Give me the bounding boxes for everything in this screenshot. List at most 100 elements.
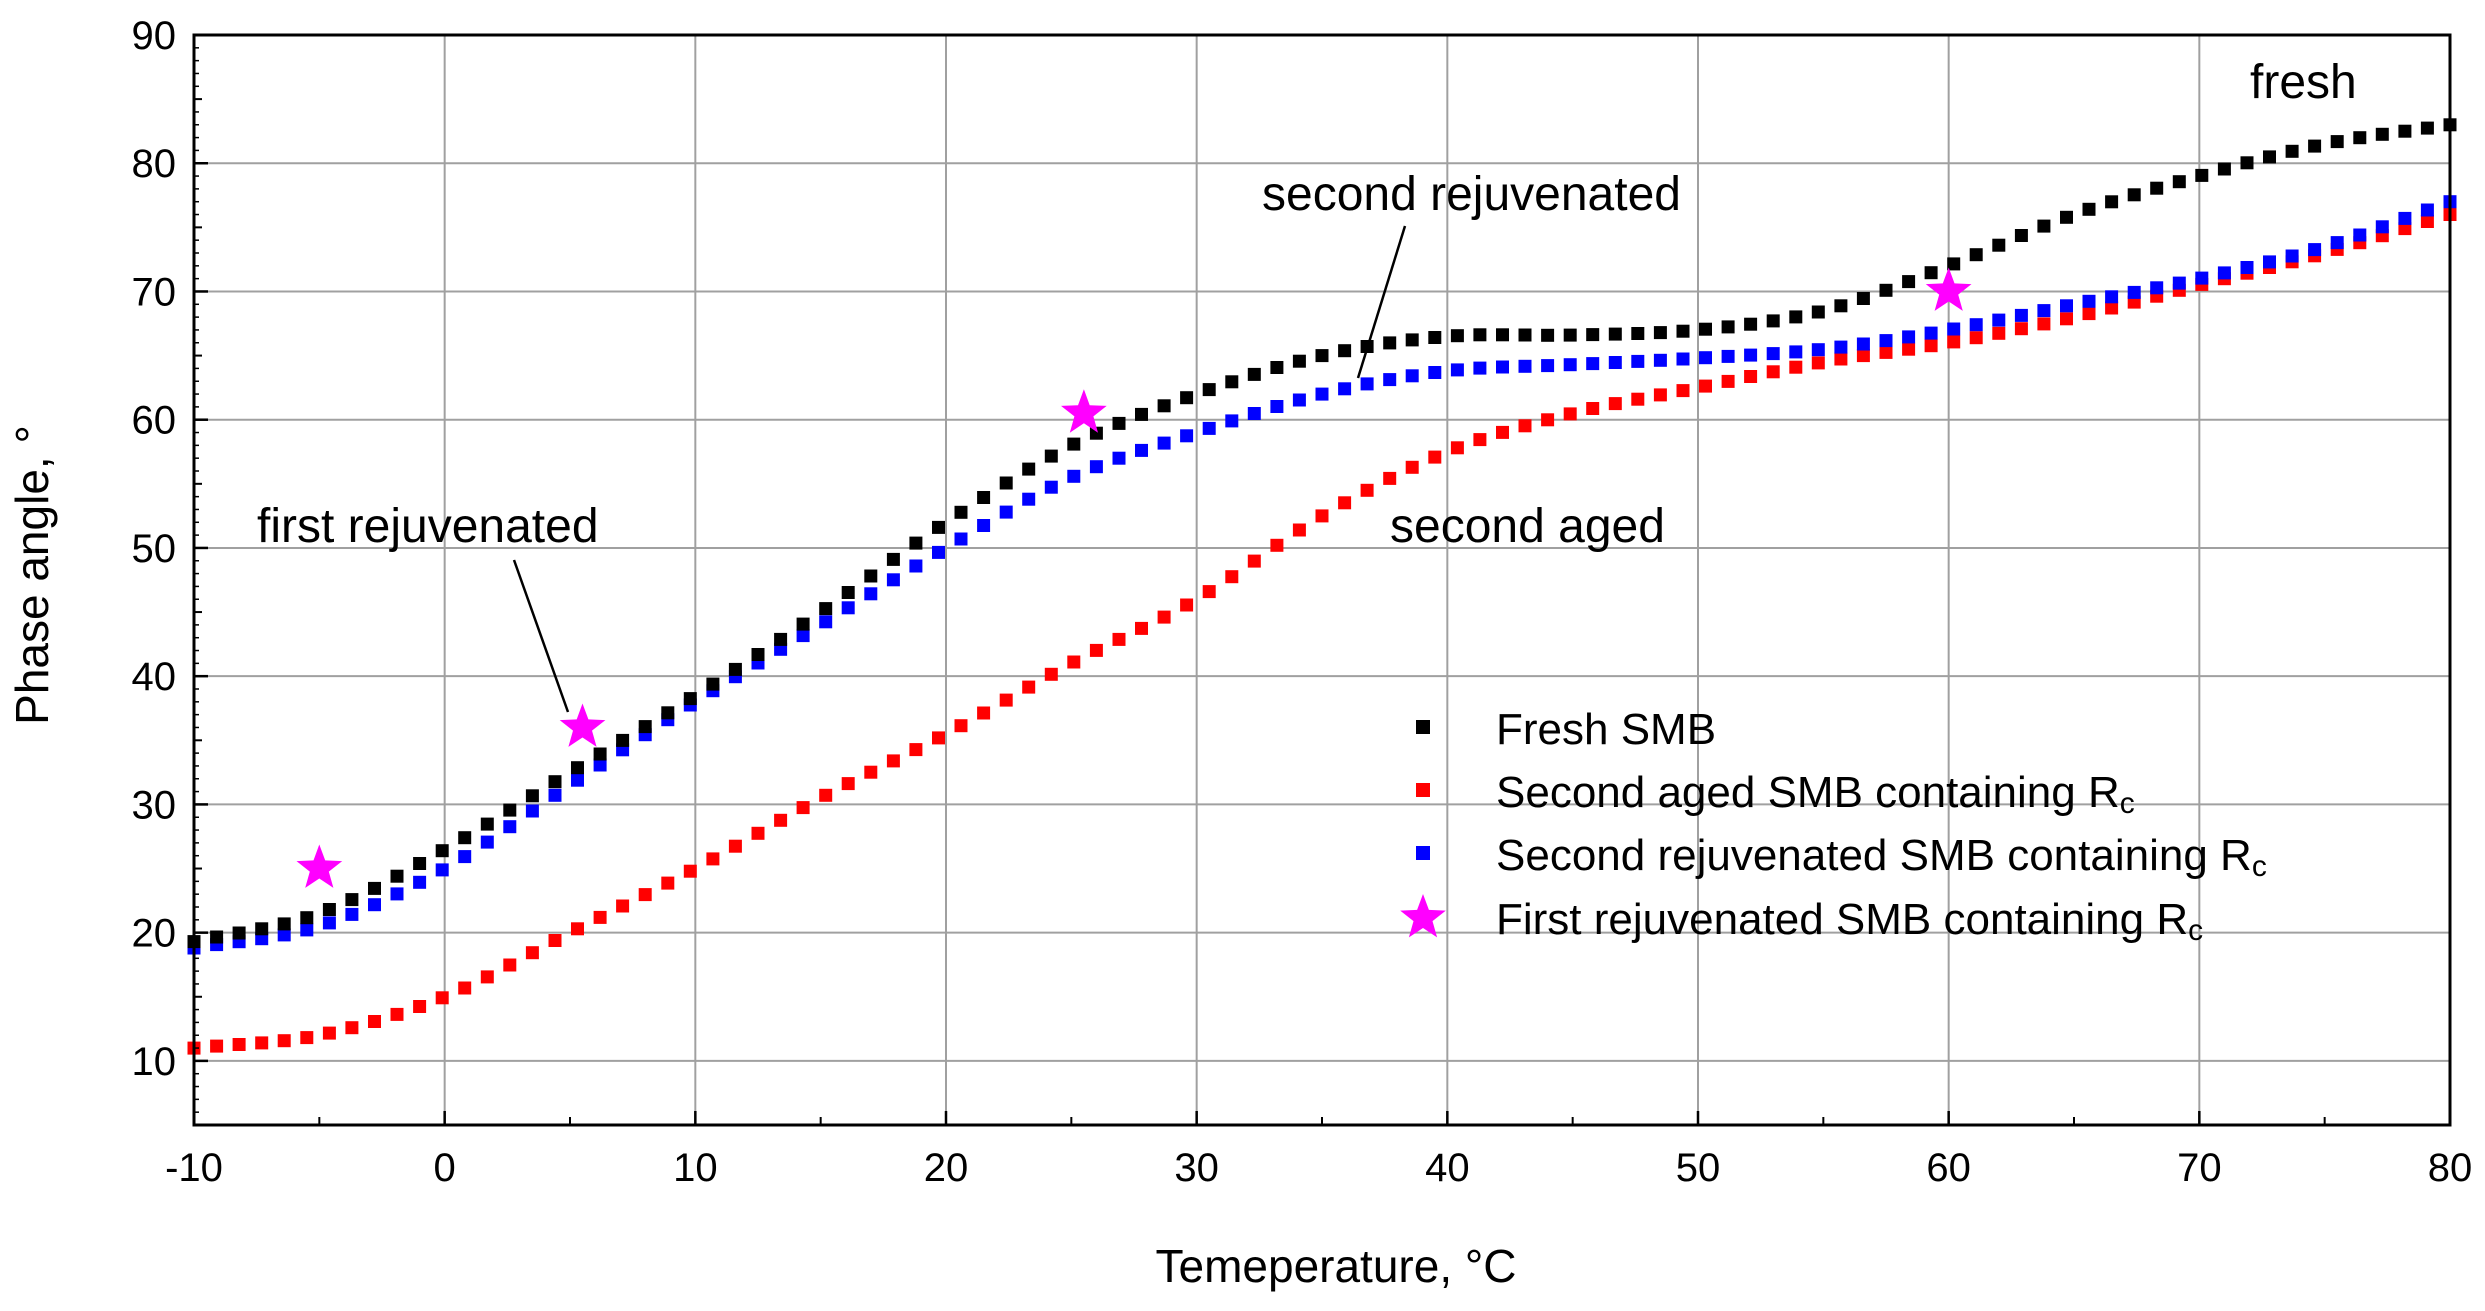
data-point bbox=[2398, 222, 2412, 236]
data-point bbox=[2375, 220, 2389, 234]
data-point bbox=[1608, 356, 1622, 369]
data-point bbox=[2105, 301, 2119, 315]
data-point bbox=[1225, 414, 1239, 428]
data-point bbox=[1112, 451, 1126, 465]
data-point bbox=[1315, 509, 1329, 523]
data-point bbox=[2082, 294, 2096, 308]
data-point bbox=[1044, 667, 1058, 681]
y-tick-label: 20 bbox=[132, 912, 177, 956]
data-point bbox=[1292, 523, 1306, 537]
data-point bbox=[1586, 357, 1600, 371]
data-point bbox=[1563, 328, 1577, 342]
data-point bbox=[999, 505, 1013, 519]
data-point bbox=[1383, 336, 1397, 350]
data-point bbox=[1067, 437, 1081, 451]
data-point bbox=[1315, 387, 1329, 401]
data-point bbox=[2308, 139, 2322, 153]
data-point bbox=[1992, 326, 2006, 340]
data-point bbox=[503, 803, 517, 817]
data-point bbox=[864, 765, 878, 779]
legend-marker-second-aged bbox=[1416, 783, 1430, 797]
data-point bbox=[1676, 352, 1690, 366]
data-point bbox=[1202, 383, 1216, 397]
data-point bbox=[1383, 471, 1397, 485]
data-point bbox=[1766, 347, 1780, 361]
data-point bbox=[593, 910, 607, 924]
data-point bbox=[1947, 257, 1961, 271]
data-point bbox=[954, 505, 968, 519]
data-point bbox=[277, 1034, 291, 1048]
data-point bbox=[796, 801, 810, 815]
data-point bbox=[1631, 354, 1645, 368]
data-point bbox=[1292, 393, 1306, 407]
data-point bbox=[1089, 643, 1103, 657]
data-point bbox=[977, 491, 991, 504]
data-point bbox=[1405, 460, 1419, 474]
data-point bbox=[2060, 312, 2073, 326]
data-point bbox=[638, 720, 652, 734]
data-point bbox=[1856, 337, 1870, 351]
data-point bbox=[1496, 425, 1509, 439]
data-point bbox=[1315, 349, 1329, 363]
data-point bbox=[277, 928, 291, 942]
data-point bbox=[1270, 361, 1284, 374]
data-point bbox=[1789, 345, 1803, 359]
data-point bbox=[1676, 384, 1690, 398]
data-point bbox=[1902, 342, 1916, 356]
data-point bbox=[774, 813, 788, 827]
data-point bbox=[1879, 283, 1893, 297]
data-point bbox=[1450, 441, 1464, 455]
data-point bbox=[1450, 329, 1464, 343]
data-point bbox=[2420, 121, 2434, 135]
data-point bbox=[1699, 379, 1712, 393]
data-point bbox=[2375, 127, 2389, 141]
data-point bbox=[1022, 492, 1036, 506]
data-point bbox=[1721, 374, 1735, 388]
data-point bbox=[1789, 310, 1803, 324]
annotation-second-aged: second aged bbox=[1390, 500, 1665, 553]
data-point bbox=[706, 852, 720, 866]
data-point bbox=[1180, 391, 1194, 405]
data-point bbox=[300, 911, 314, 925]
data-point bbox=[571, 922, 584, 936]
data-point bbox=[2127, 188, 2141, 202]
data-point bbox=[1653, 326, 1667, 340]
data-point bbox=[390, 887, 404, 901]
data-point bbox=[954, 532, 968, 546]
data-point bbox=[300, 923, 314, 937]
data-point bbox=[1924, 266, 1938, 280]
data-point bbox=[2014, 322, 2028, 336]
data-point bbox=[1541, 413, 1555, 427]
data-point bbox=[232, 926, 246, 940]
data-point bbox=[1744, 317, 1758, 331]
data-point bbox=[548, 775, 562, 789]
data-point bbox=[886, 552, 900, 566]
data-point bbox=[2195, 168, 2209, 182]
annotation-first-rejuvenated: first rejuvenated bbox=[257, 500, 599, 553]
data-point bbox=[886, 754, 900, 768]
data-point bbox=[1811, 356, 1825, 370]
y-tick-label: 10 bbox=[132, 1040, 177, 1084]
data-point bbox=[1518, 419, 1532, 433]
annotation-first-rejuvenated-pointer bbox=[512, 559, 570, 713]
data-point bbox=[1721, 349, 1735, 363]
data-point bbox=[1586, 402, 1600, 415]
data-point bbox=[2330, 135, 2344, 149]
data-point bbox=[1879, 345, 1893, 359]
data-point bbox=[1518, 359, 1532, 373]
data-point bbox=[2263, 255, 2276, 269]
data-point bbox=[2353, 131, 2367, 145]
data-point bbox=[525, 789, 539, 803]
x-tick-label: 80 bbox=[2428, 1146, 2473, 1190]
data-point bbox=[548, 788, 562, 802]
x-tick-label: 60 bbox=[1926, 1146, 1971, 1190]
data-point bbox=[255, 932, 269, 946]
data-point bbox=[232, 1038, 246, 1051]
data-point bbox=[864, 587, 878, 601]
x-tick-label: 70 bbox=[2177, 1146, 2222, 1190]
data-point bbox=[1496, 360, 1509, 374]
legend-label-second-rejuvenated-main: Second rejuvenated SMB containing R bbox=[1496, 831, 2252, 880]
data-point bbox=[458, 850, 472, 864]
data-point bbox=[1473, 328, 1487, 342]
